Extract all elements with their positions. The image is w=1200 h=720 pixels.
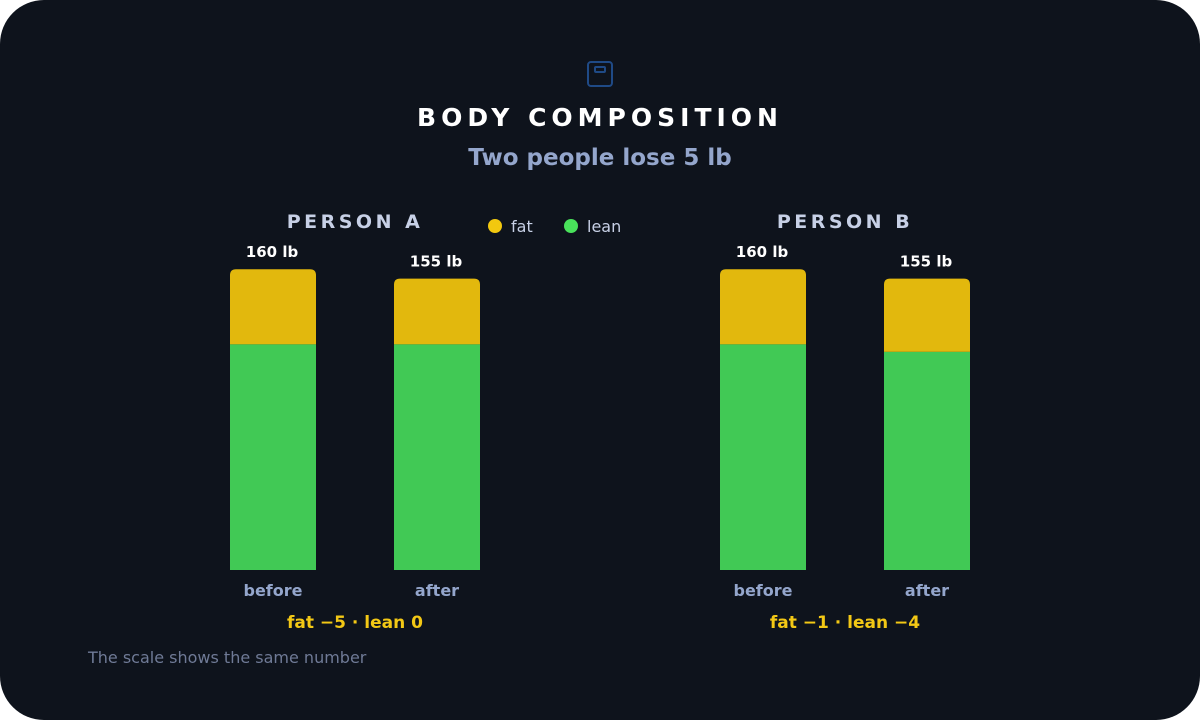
- person-b-after-lean-bar: [884, 351, 970, 570]
- legend-lean-label: lean: [587, 217, 621, 236]
- person-a-after-fat-bar: [394, 278, 480, 345]
- person-a-before-fat-bar: [230, 269, 316, 345]
- person-a-before-lean-bar: [230, 344, 316, 570]
- person-a-title: PERSON A: [287, 211, 424, 233]
- legend-fat-swatch: [488, 219, 502, 233]
- person-b-before-tick-label: before: [734, 581, 793, 600]
- person-a-before-total-label: 160 lb: [246, 243, 299, 261]
- legend-lean-swatch: [564, 219, 578, 233]
- legend-fat-label: fat: [511, 217, 533, 236]
- chart-subtitle: Two people lose 5 lb: [468, 145, 732, 171]
- person-a-change-summary: fat −5 · lean 0: [287, 613, 423, 633]
- person-a-after-lean-bar: [394, 344, 480, 570]
- scale-icon: [587, 61, 613, 87]
- person-b-after-tick-label: after: [905, 581, 949, 600]
- person-b-after-fat-bar: [884, 278, 970, 352]
- person-b-before-total-label: 160 lb: [736, 243, 789, 261]
- person-b-change-summary: fat −1 · lean −4: [770, 613, 920, 633]
- person-b-before-lean-bar: [720, 344, 806, 570]
- person-a-before-tick-label: before: [244, 581, 303, 600]
- chart-title: BODY COMPOSITION: [417, 103, 783, 132]
- person-b-title: PERSON B: [777, 211, 913, 233]
- footnote: The scale shows the same number: [88, 648, 367, 667]
- person-a-after-total-label: 155 lb: [410, 253, 463, 271]
- person-a-after-tick-label: after: [415, 581, 459, 600]
- person-b-before-fat-bar: [720, 269, 806, 345]
- person-b-after-total-label: 155 lb: [900, 253, 953, 271]
